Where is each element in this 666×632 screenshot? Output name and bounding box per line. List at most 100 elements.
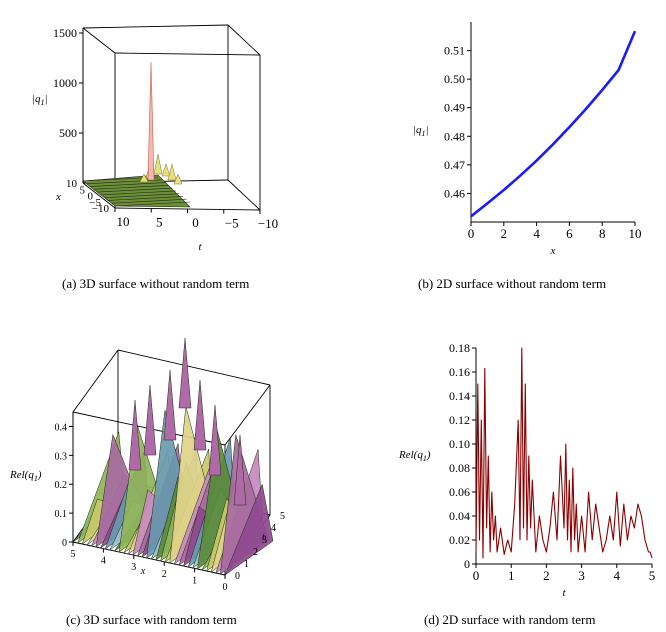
y-tick-label: 0.16 (449, 365, 470, 379)
box-edge (117, 349, 271, 386)
t-tick-label: 0 (235, 571, 240, 582)
t-tick-label: 5 (156, 215, 163, 230)
box-edge (72, 349, 119, 413)
x-tick-label: 10 (629, 226, 642, 241)
y-tick-label: 0 (464, 557, 470, 571)
x-tick-label: 4 (614, 568, 621, 583)
z-tick-label: 500 (59, 126, 77, 140)
surface-spike (233, 434, 247, 506)
t-tick-label: 5 (280, 511, 285, 522)
caption-c: (c) 3D surface with random term (66, 612, 237, 627)
x-tick-label: 0 (473, 568, 480, 583)
y-tick-label: 0.10 (449, 437, 470, 451)
surface-bump (167, 163, 177, 181)
y-tick-label: 0.02 (449, 533, 470, 547)
x-tick-label: 0 (468, 226, 475, 241)
y-tick-label: 0.46 (444, 186, 465, 200)
box-edge (114, 52, 261, 56)
x-tick-label: 2 (501, 226, 508, 241)
surface-mesh-line (90, 182, 166, 187)
surface-spike (193, 379, 207, 451)
y-tick-label: 0.51 (444, 44, 465, 58)
x-tick-label: 6 (566, 226, 573, 241)
x-tick-label: 10 (66, 178, 78, 190)
surface-mesh-line (107, 196, 183, 201)
caption-b: (b) 2D surface without random term (418, 276, 607, 291)
x-tick-label: 0 (223, 582, 228, 593)
surface-mesh-line (104, 193, 180, 198)
surface-facet (224, 483, 274, 576)
surface-bump (161, 163, 171, 177)
y-tick-label: 0.50 (444, 72, 465, 86)
surface-bump (153, 153, 163, 175)
surface-spike (178, 337, 192, 409)
t-tick-label: 0 (192, 215, 199, 230)
panel-d-line-chart: 0 1 2 3 4 5 0 0.02 0.04 0.06 0.08 0.10 0.12 0.14 0.16 0… (398, 341, 656, 599)
t-tick-label: −10 (258, 216, 278, 231)
t-tick-label: 4 (271, 523, 276, 534)
surface-spike (163, 369, 177, 441)
box-edge (82, 24, 229, 29)
x-axis-title: x (550, 245, 556, 257)
box-edge (72, 541, 226, 576)
surface-mesh-line (97, 187, 173, 193)
surface-mesh-line (114, 201, 191, 207)
y-tick-label: 0.14 (449, 389, 470, 403)
x-tick-label: 4 (533, 226, 540, 241)
z-tick-label: 1000 (53, 76, 77, 90)
y-tick-label: 0.48 (444, 129, 465, 143)
surface-mesh-line (86, 179, 162, 185)
x-tick-label: 2 (543, 568, 550, 583)
y-tick-label: 0.04 (449, 509, 470, 523)
x-tick-label: 3 (578, 568, 585, 583)
surface-bump (173, 173, 183, 185)
t-axis-title: t (262, 532, 265, 543)
x-axis-title: x (55, 191, 61, 203)
x-tick-label: −5 (89, 197, 101, 209)
y-tick-label: 0.49 (444, 101, 465, 115)
z-tick-label: 0.4 (55, 422, 68, 433)
series-line (475, 347, 653, 559)
x-tick-label: 1 (508, 568, 515, 583)
x-tick-label: −10 (92, 203, 110, 215)
box-edge (224, 384, 271, 446)
z-axis-title: Rel(q1) (9, 469, 42, 483)
z-tick-label: 0 (62, 538, 67, 549)
surface-spike (208, 404, 222, 476)
x-tick-label: 3 (131, 562, 136, 573)
t-tick-label: −5 (225, 216, 239, 231)
y-tick-label: 0.18 (449, 341, 470, 355)
x-tick-label: 5 (80, 184, 86, 196)
x-tick-label: 4 (101, 556, 106, 567)
y-tick-label: 0.12 (449, 413, 470, 427)
box-edge (227, 179, 261, 211)
surface-bump (139, 173, 149, 183)
z-axis-title: |q1| (32, 93, 48, 107)
t-tick-label: 3 (262, 535, 267, 546)
x-axis-title: x (140, 566, 146, 577)
surface-mesh-line (100, 190, 176, 196)
x-tick-label: 5 (71, 549, 76, 560)
t-tick-label: 2 (253, 547, 258, 558)
t-tick-label: 10 (117, 214, 130, 229)
surface-mesh-line (111, 198, 187, 204)
box-edge (227, 24, 261, 56)
series-line (470, 30, 637, 218)
y-tick-label: 0.47 (444, 158, 465, 172)
box-edge (82, 27, 116, 54)
x-tick-label: 1 (192, 575, 197, 586)
y-tick-label: 0.08 (449, 461, 470, 475)
box-edge (82, 182, 116, 209)
z-tick-label: 0.3 (55, 451, 68, 462)
x-tick-label: 0 (88, 191, 94, 203)
x-tick-label: 5 (649, 568, 656, 583)
x-axis-title: t (562, 587, 566, 599)
x-tick-label: 8 (599, 226, 606, 241)
t-axis-title: t (198, 241, 202, 253)
z-tick-label: 1500 (53, 26, 77, 40)
panel-b-line-chart: 0 2 4 6 8 10 0.46 0.47 0.48 0.49 0.50 0.51 x |q1| (413, 22, 642, 257)
z-tick-label: 0.2 (55, 480, 68, 491)
x-tick-label: 2 (162, 569, 167, 580)
